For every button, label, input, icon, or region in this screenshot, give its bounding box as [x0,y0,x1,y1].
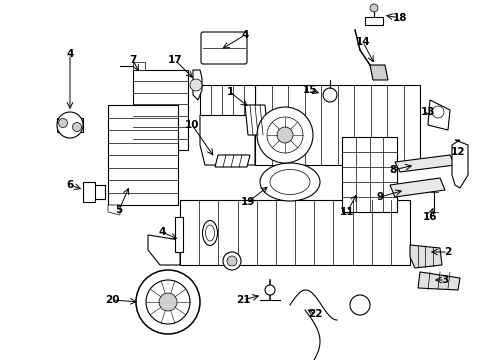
Circle shape [59,118,67,127]
Ellipse shape [269,170,309,194]
Polygon shape [193,70,202,100]
Text: 22: 22 [307,309,322,319]
Text: 18: 18 [392,13,407,23]
Circle shape [159,293,177,311]
Text: 14: 14 [355,37,369,47]
Bar [341,137,396,212]
Polygon shape [148,235,180,265]
Polygon shape [417,272,459,290]
Polygon shape [83,182,95,202]
Text: 2: 2 [444,247,451,257]
Polygon shape [200,115,254,165]
FancyBboxPatch shape [201,32,246,64]
Circle shape [264,285,274,295]
Ellipse shape [205,225,214,241]
Text: 4: 4 [158,227,165,237]
Polygon shape [108,205,120,215]
Circle shape [223,252,241,270]
Text: 9: 9 [376,192,383,202]
Circle shape [431,106,443,118]
Circle shape [146,280,190,324]
Text: 17: 17 [167,55,182,65]
Text: 20: 20 [104,295,119,305]
Circle shape [276,127,292,143]
Polygon shape [427,100,449,130]
Circle shape [349,295,369,315]
Bar [175,217,183,252]
Circle shape [72,122,81,131]
Text: 7: 7 [129,55,137,65]
Ellipse shape [260,163,319,201]
Text: 4: 4 [66,49,74,59]
Bar [200,85,254,115]
Bar [108,105,178,205]
Polygon shape [369,65,387,80]
Text: 12: 12 [450,147,464,157]
Ellipse shape [202,220,217,246]
Bar [180,200,409,265]
Text: 8: 8 [388,165,396,175]
Text: 3: 3 [441,275,447,285]
Polygon shape [244,105,267,135]
Circle shape [323,88,336,102]
Text: 6: 6 [66,180,74,190]
Text: 15: 15 [302,85,317,95]
Bar [364,17,382,25]
Text: 11: 11 [339,207,353,217]
Bar [133,70,187,150]
Circle shape [266,117,303,153]
Circle shape [136,270,200,334]
Circle shape [226,256,237,266]
Polygon shape [389,178,444,197]
Polygon shape [133,62,145,70]
Text: 4: 4 [241,30,248,40]
Text: 13: 13 [420,107,434,117]
Polygon shape [409,245,441,268]
Bar [254,85,419,165]
Circle shape [57,112,83,138]
Text: 19: 19 [240,197,255,207]
Polygon shape [394,155,454,172]
Polygon shape [215,155,249,167]
Circle shape [257,107,312,163]
Text: 10: 10 [184,120,199,130]
Text: 16: 16 [422,212,436,222]
Bar [57,118,83,132]
Text: 5: 5 [115,205,122,215]
Polygon shape [451,140,467,188]
Circle shape [369,4,377,12]
Text: 1: 1 [226,87,233,97]
Circle shape [190,79,202,91]
Text: 21: 21 [235,295,250,305]
